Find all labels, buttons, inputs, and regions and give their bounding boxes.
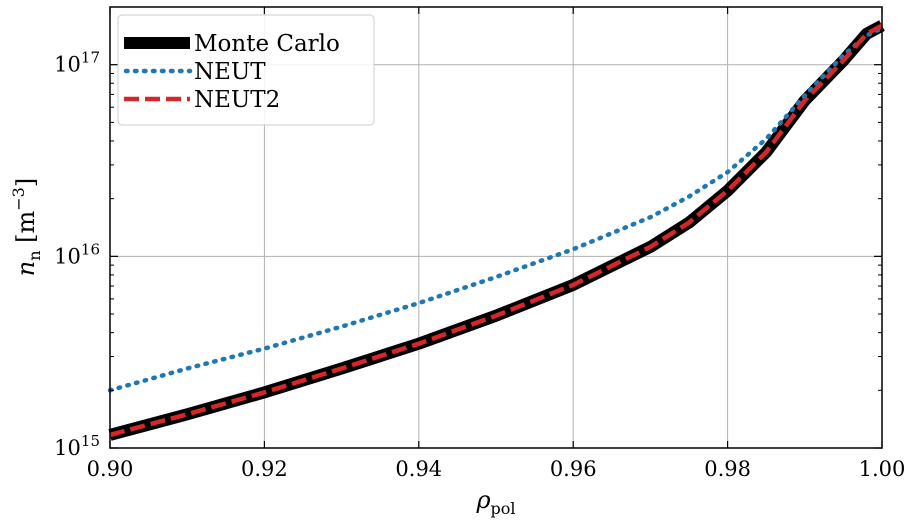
x-axis-label-main: ρ: [475, 486, 490, 514]
x-tick-label: 0.94: [395, 457, 442, 481]
x-tick-label: 0.96: [550, 457, 597, 481]
y-tick-label-base: 10: [54, 244, 81, 268]
y-axis-label: nn [m−3]: [9, 178, 44, 277]
legend: Monte Carlo NEUT NEUT2: [117, 14, 375, 126]
legend-label-neut: NEUT: [194, 59, 266, 85]
y-tick-label: 1015: [54, 432, 100, 460]
legend-label-monte-carlo: Monte Carlo: [194, 31, 340, 57]
legend-label-neut2: NEUT2: [194, 87, 280, 113]
y-tick-label-exp: 16: [81, 240, 100, 258]
x-tick-label: 1.00: [859, 457, 906, 481]
y-axis-label-unit-exp: −3: [9, 187, 28, 211]
y-tick-label: 1016: [54, 240, 100, 268]
x-axis-label: ρpol: [475, 486, 515, 518]
series-line-neut: [107, 25, 885, 393]
x-axis-label-sub: pol: [491, 499, 516, 518]
y-tick-label-exp: 17: [81, 49, 100, 67]
y-tick-label: 1017: [54, 49, 100, 77]
x-tick-label: 0.90: [87, 457, 134, 481]
x-tick-label: 0.98: [704, 457, 751, 481]
ticks: [109, 6, 883, 449]
plot-frame: [109, 6, 883, 449]
y-axis-label-unit: [m: [12, 210, 40, 250]
y-tick-label-exp: 15: [81, 432, 100, 450]
y-tick-label-base: 10: [54, 53, 81, 77]
y-axis-label-unit-close: ]: [12, 178, 40, 187]
y-axis-label-main: n: [12, 261, 40, 276]
x-tick-label: 0.92: [241, 457, 288, 481]
series-line-neut2: [109, 23, 884, 438]
y-tick-label-base: 10: [54, 436, 81, 460]
plot-lines: [107, 20, 885, 441]
y-axis-label-sub: n: [25, 250, 44, 260]
